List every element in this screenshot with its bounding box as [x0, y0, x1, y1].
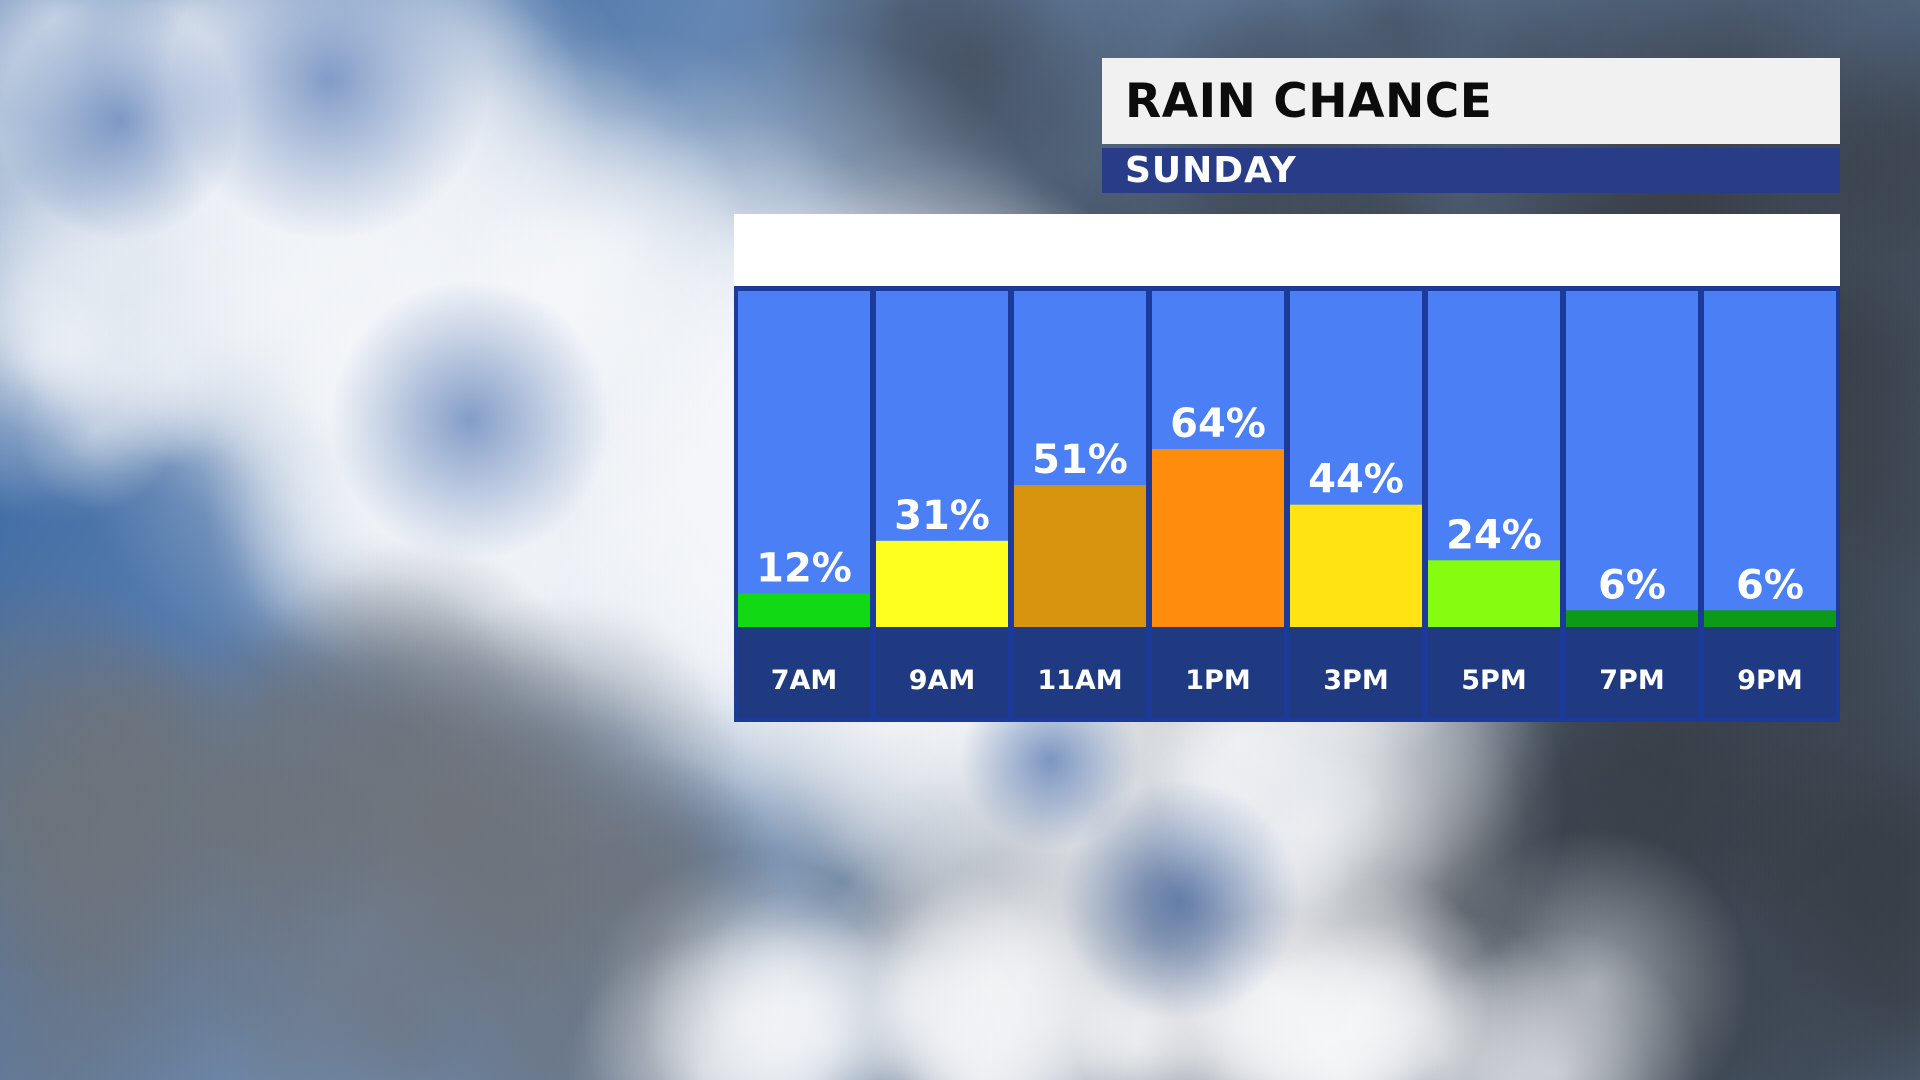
bar-5pm — [1428, 560, 1560, 627]
value-label: 6% — [1598, 562, 1666, 608]
bar-9am — [876, 540, 1008, 627]
title-banner: RAIN CHANCE — [1102, 58, 1840, 144]
chart-subtitle: SUNDAY — [1125, 150, 1297, 191]
chart-title: RAIN CHANCE — [1125, 73, 1493, 129]
category-label: 3PM — [1323, 665, 1388, 696]
subtitle-banner: SUNDAY — [1102, 148, 1840, 193]
category-label: 1PM — [1185, 665, 1250, 696]
category-label: 5PM — [1461, 665, 1526, 696]
value-label: 12% — [756, 546, 852, 592]
category-band — [1428, 627, 1560, 718]
value-label: 6% — [1736, 562, 1804, 608]
category-band — [876, 627, 1008, 718]
category-band — [1290, 627, 1422, 718]
category-band — [1566, 627, 1698, 718]
column-background — [1704, 291, 1836, 627]
bar-3pm — [1290, 504, 1422, 627]
value-label: 51% — [1032, 437, 1128, 483]
value-label: 44% — [1308, 457, 1404, 503]
column-background — [1566, 291, 1698, 627]
category-band — [1014, 627, 1146, 718]
column-background — [738, 291, 870, 627]
category-label: 7PM — [1599, 665, 1664, 696]
category-label: 7AM — [771, 665, 838, 696]
value-label: 24% — [1446, 512, 1542, 558]
category-label: 11AM — [1037, 665, 1122, 696]
chart-panel-header — [734, 214, 1840, 286]
bar-7pm — [1566, 610, 1698, 627]
bar-9pm — [1704, 610, 1836, 627]
category-label: 9AM — [909, 665, 976, 696]
rain-chance-chart: 12% 7AM 31% 9AM 51% 11AM 64% 1PM 44% 3PM 24% 5PM 6% 7… — [734, 286, 1840, 722]
category-band — [1152, 627, 1284, 718]
category-band — [1704, 627, 1836, 718]
category-band — [738, 627, 870, 718]
bar-7am — [738, 593, 870, 627]
bar-1pm — [1152, 449, 1284, 627]
value-label: 64% — [1170, 401, 1266, 447]
value-label: 31% — [894, 493, 990, 539]
bar-11am — [1014, 485, 1146, 627]
category-label: 9PM — [1737, 665, 1802, 696]
bar-chart-svg: 12% 7AM 31% 9AM 51% 11AM 64% 1PM 44% 3PM 24% 5PM 6% 7… — [738, 291, 1836, 718]
